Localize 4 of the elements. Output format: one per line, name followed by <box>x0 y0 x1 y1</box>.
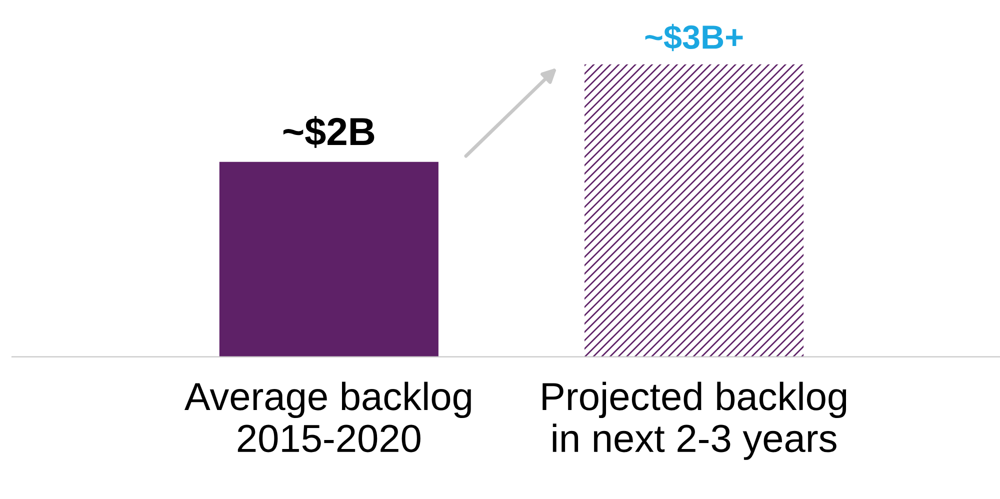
data-label: ~$3B+ <box>645 24 743 52</box>
x-tick-label: Average backlog 2015-2020 <box>184 382 471 452</box>
data-label: ~$2B <box>283 116 374 148</box>
x-tick-label: Projected backlog in next 2-3 years <box>542 382 846 460</box>
